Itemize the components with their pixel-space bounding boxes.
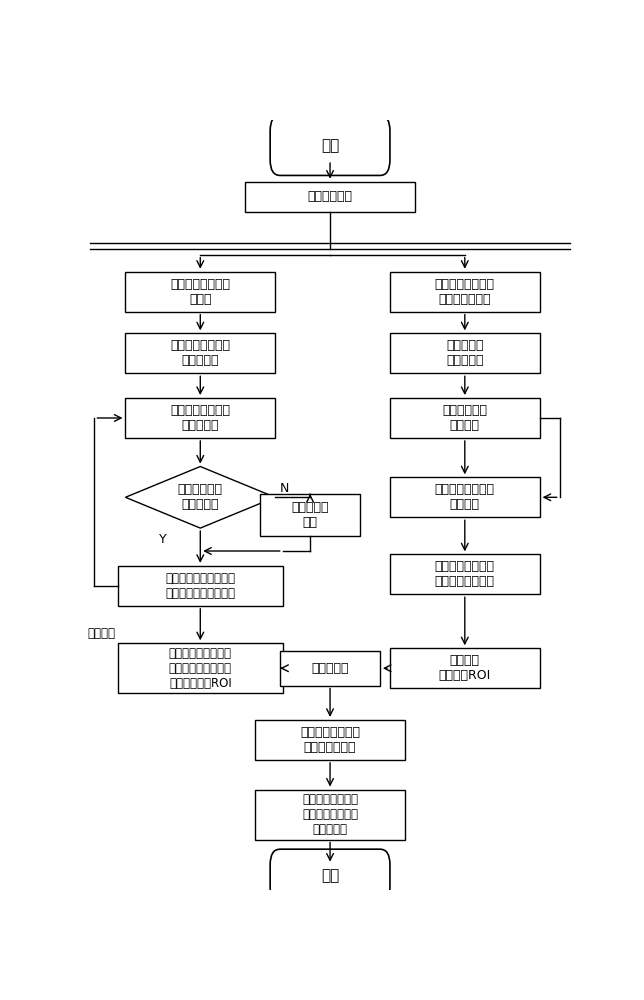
Text: 结束: 结束 [321, 869, 339, 884]
FancyBboxPatch shape [126, 333, 275, 373]
Text: 是否位于已填
充区域边缘: 是否位于已填 充区域边缘 [178, 483, 223, 511]
FancyBboxPatch shape [270, 849, 390, 903]
Text: Y: Y [159, 533, 167, 546]
Text: N: N [280, 482, 290, 495]
Text: 输入实验图片: 输入实验图片 [308, 190, 352, 204]
Text: 反过来利用最佳权
重组合提取图像的
感兴趣区域: 反过来利用最佳权 重组合提取图像的 感兴趣区域 [302, 793, 358, 836]
Text: 二维高斯函数获取
眼动显著图: 二维高斯函数获取 眼动显著图 [170, 339, 231, 367]
FancyBboxPatch shape [390, 554, 540, 594]
FancyBboxPatch shape [118, 643, 283, 693]
Text: 找出显著图中显著
度最大的点: 找出显著图中显著 度最大的点 [170, 404, 231, 432]
Text: 相似度比较: 相似度比较 [311, 662, 349, 675]
FancyBboxPatch shape [118, 566, 283, 606]
Text: 阈值分割
获取特征ROI: 阈值分割 获取特征ROI [439, 654, 491, 682]
Text: 迭代结束: 迭代结束 [88, 627, 115, 640]
FancyBboxPatch shape [255, 790, 405, 840]
FancyBboxPatch shape [390, 333, 540, 373]
FancyBboxPatch shape [390, 272, 540, 312]
Text: 高斯金字塔
多尺度融合: 高斯金字塔 多尺度融合 [446, 339, 484, 367]
Text: 将该点周围一定区域填
充为零，避免重复查找: 将该点周围一定区域填 充为零，避免重复查找 [166, 572, 235, 600]
FancyBboxPatch shape [245, 182, 415, 212]
Text: 获取相似度最大时
的特征权重组合: 获取相似度最大时 的特征权重组合 [300, 726, 360, 754]
FancyBboxPatch shape [260, 494, 360, 536]
Text: 根据遍历规则设置
特征权重: 根据遍历规则设置 特征权重 [435, 483, 495, 511]
FancyBboxPatch shape [255, 720, 405, 760]
FancyBboxPatch shape [390, 477, 540, 517]
Text: 在原实验图片中对所
有注意焦点进行种子
填充获取眼动ROI: 在原实验图片中对所 有注意焦点进行种子 填充获取眼动ROI [169, 647, 232, 690]
Text: 眼动仪实验获取眼
动数据: 眼动仪实验获取眼 动数据 [170, 278, 231, 306]
Text: 生成四个特征
的显著图: 生成四个特征 的显著图 [442, 404, 488, 432]
Polygon shape [126, 466, 275, 528]
Text: 保存为注意
焦点: 保存为注意 焦点 [291, 501, 329, 529]
FancyBboxPatch shape [390, 648, 540, 688]
FancyBboxPatch shape [270, 115, 390, 175]
Text: 按权重将特征显著
图合成一幅显著图: 按权重将特征显著 图合成一幅显著图 [435, 560, 495, 588]
FancyBboxPatch shape [126, 272, 275, 312]
FancyBboxPatch shape [280, 651, 380, 686]
FancyBboxPatch shape [390, 398, 540, 438]
FancyBboxPatch shape [126, 398, 275, 438]
Text: 开始: 开始 [321, 138, 339, 153]
Text: 提取颜色、亮度、
方向、纹理特征: 提取颜色、亮度、 方向、纹理特征 [435, 278, 495, 306]
